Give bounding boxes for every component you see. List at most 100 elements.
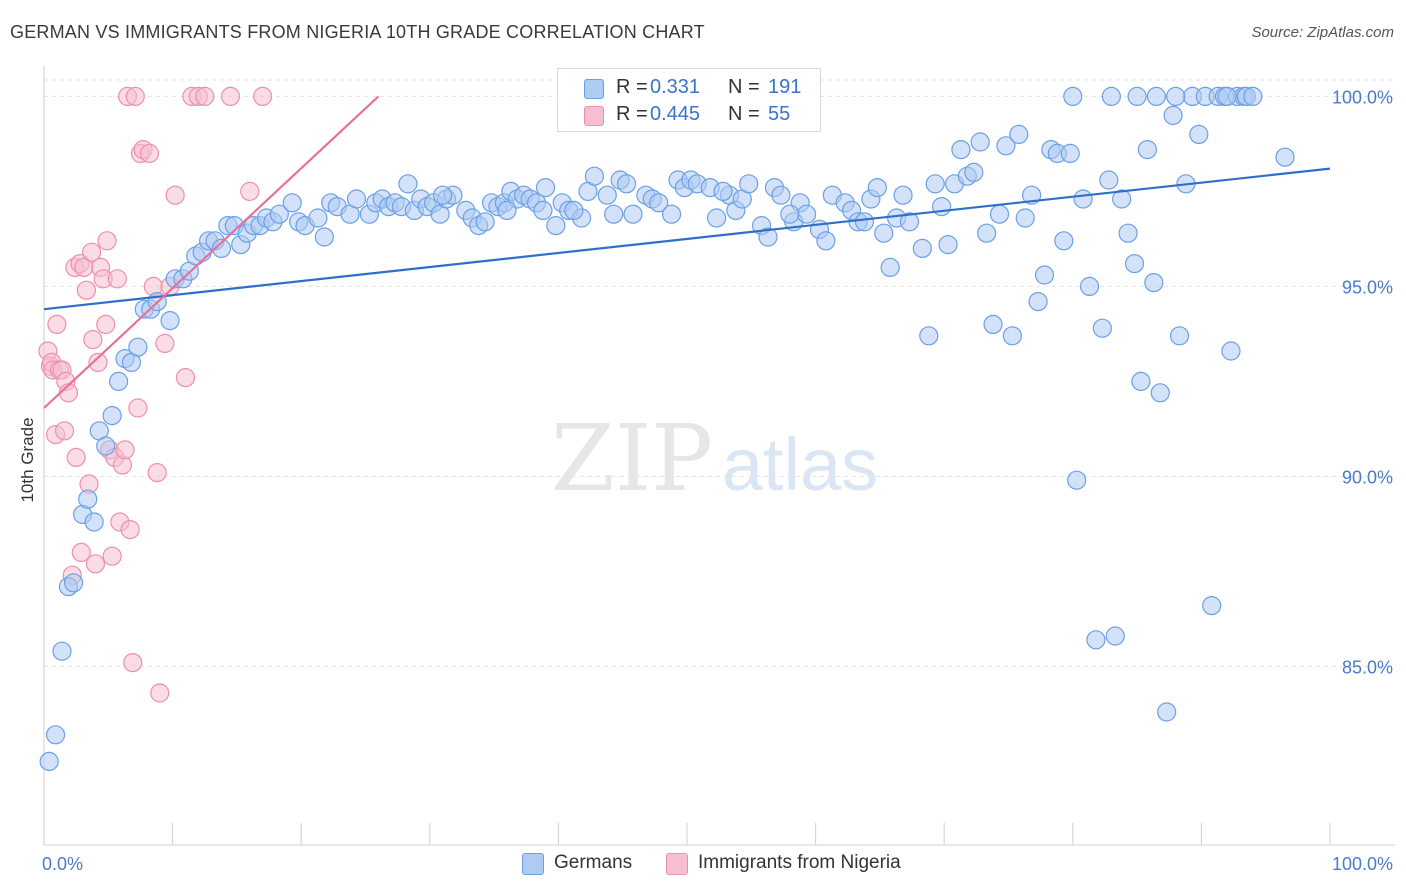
german-point (1002, 326, 1022, 346)
german-point (649, 193, 669, 213)
nigeria-point (47, 314, 67, 334)
german-point (983, 314, 1003, 334)
german-point (1086, 630, 1106, 650)
series-germans-points (39, 86, 1295, 772)
nigeria-point (165, 185, 185, 205)
trend-lines (43, 95, 1331, 409)
nigeria-point (102, 546, 122, 566)
german-point (977, 223, 997, 243)
legend-n-value: 55 (768, 103, 791, 125)
y-tick-label: 90.0% (1342, 467, 1393, 487)
german-point (1275, 147, 1295, 167)
watermark-zip: ZIP (551, 405, 713, 512)
germans-trend-line (43, 167, 1331, 311)
german-point (932, 197, 952, 217)
legend-n-label: N = (728, 76, 760, 98)
legend-n-value: 191 (768, 76, 802, 98)
nigeria-point (120, 519, 140, 540)
x-tick-label: 100.0% (1332, 854, 1393, 874)
x-tick-labels: 0.0% 100.0% (42, 854, 1393, 874)
german-point (1079, 276, 1100, 296)
legend-r-value: 0.445 (650, 103, 701, 125)
nigeria-point (85, 554, 106, 574)
german-point (78, 489, 98, 509)
german-point (160, 311, 180, 331)
german-point (925, 174, 945, 194)
nigeria-point (220, 86, 241, 107)
nigeria-point (54, 421, 75, 441)
german-point (780, 204, 800, 224)
german-point (597, 185, 617, 205)
german-point (661, 204, 682, 224)
german-point (211, 238, 232, 258)
nigeria-point (66, 447, 86, 467)
nigeria-point (253, 86, 273, 107)
nigeria-trend-line (43, 95, 380, 409)
y-tick-label: 100.0% (1332, 87, 1393, 107)
german-point (1221, 341, 1241, 361)
german-point (899, 212, 920, 232)
correlation-legend: R = 0.331 N = 191 R = 0.445 N = 55 (557, 68, 821, 132)
german-point (282, 193, 302, 213)
german-point (919, 326, 939, 346)
german-point (1124, 254, 1145, 274)
german-point (970, 132, 990, 152)
german-point (1118, 223, 1138, 243)
german-point (1073, 189, 1093, 209)
nigeria-point (97, 231, 117, 251)
german-point (893, 185, 913, 205)
german-point (623, 204, 643, 224)
watermark-atlas: atlas (722, 423, 878, 506)
nigeria-point (76, 280, 97, 300)
y-tick-label: 85.0% (1342, 657, 1393, 677)
german-point (912, 238, 932, 258)
german-point (564, 200, 584, 220)
bottom-legend-label-germans: Germans (554, 852, 633, 873)
legend-r-label: R = (616, 103, 648, 125)
nigeria-point (195, 86, 215, 107)
german-point (1092, 318, 1112, 338)
german-point (308, 208, 328, 228)
german-point (1217, 86, 1237, 107)
source-credit: Source: ZipAtlas.com (1251, 24, 1394, 41)
german-point (1060, 143, 1080, 163)
nigeria-point (150, 683, 170, 703)
german-point (1105, 626, 1125, 646)
nigeria-point (147, 463, 167, 483)
nigeria-point (71, 542, 91, 563)
german-point (535, 178, 556, 198)
legend-n-label: N = (728, 103, 760, 125)
german-point (128, 337, 148, 357)
german-point (108, 371, 129, 391)
german-point (398, 174, 418, 194)
german-point (39, 751, 59, 772)
german-point (616, 174, 637, 194)
nigeria-point (107, 269, 127, 289)
german-point (1144, 273, 1164, 293)
german-point (951, 140, 971, 160)
german-point (584, 166, 605, 186)
german-point (1243, 86, 1263, 107)
german-point (475, 212, 495, 232)
nigeria-point (81, 242, 102, 262)
german-point (1189, 124, 1209, 144)
german-point (102, 406, 122, 426)
german-point (269, 204, 289, 224)
german-point (346, 189, 367, 209)
legend-r-label: R = (616, 76, 648, 98)
nigeria-point (155, 333, 175, 353)
legend-swatch-nigeria (584, 106, 604, 126)
nigeria-point (123, 652, 143, 673)
german-point (1034, 265, 1055, 285)
y-tick-labels: 85.0% 90.0% 95.0% 100.0% (1332, 87, 1393, 677)
x-tick-label: 0.0% (42, 854, 83, 874)
german-point (867, 178, 887, 198)
german-point (546, 216, 566, 236)
german-point (1063, 86, 1083, 107)
german-point (314, 227, 334, 247)
german-point (604, 204, 624, 224)
nigeria-point (115, 440, 135, 460)
german-point (758, 227, 778, 247)
german-point (880, 257, 900, 277)
